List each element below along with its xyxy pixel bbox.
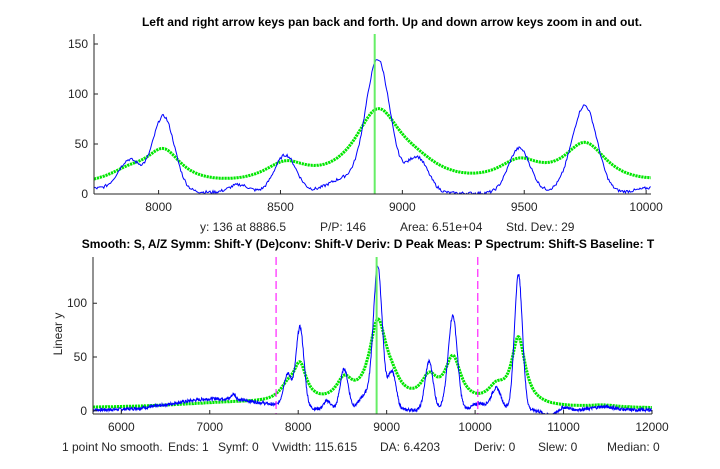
top-title: Left and right arrow keys pan back and f… bbox=[142, 15, 642, 29]
smoothed-series-line bbox=[94, 107, 651, 181]
status-da: DA: 6.4203 bbox=[380, 440, 440, 454]
x-tick-label: 6000 bbox=[108, 420, 135, 434]
readout-y: y: 136 at 8886.5 bbox=[200, 220, 286, 234]
x-tick-label: 10000 bbox=[458, 420, 492, 434]
y-tick-label: 50 bbox=[74, 350, 88, 364]
x-tick-label: 8500 bbox=[267, 200, 294, 214]
keyboard-help: Smooth: S, A/Z Symm: Shift-Y (De)conv: S… bbox=[82, 237, 655, 251]
x-tick-label: 9000 bbox=[373, 420, 400, 434]
y-tick-label: 0 bbox=[80, 404, 87, 418]
x-tick-label: 10000 bbox=[629, 200, 663, 214]
readout-area: Area: 6.51e+04 bbox=[400, 220, 483, 234]
y-tick-label: 0 bbox=[81, 187, 88, 201]
status-smooth: 1 point No smooth. bbox=[62, 440, 163, 454]
top-axes[interactable]: Left and right arrow keys pan back and f… bbox=[68, 15, 663, 234]
y-tick-label: 150 bbox=[68, 37, 88, 51]
smoothed-series-line bbox=[93, 317, 652, 409]
x-tick-label: 8000 bbox=[285, 420, 312, 434]
x-tick-label: 11000 bbox=[547, 420, 580, 434]
signal-series-line bbox=[93, 265, 652, 414]
y-tick-label: 100 bbox=[67, 296, 87, 310]
status-ends: Ends: 1 bbox=[168, 440, 209, 454]
x-tick-label: 9500 bbox=[511, 200, 538, 214]
status-deriv: Deriv: 0 bbox=[474, 440, 516, 454]
status-median: Median: 0 bbox=[607, 440, 660, 454]
bottom-axes[interactable]: 6000 7000 8000 9000 10000 11000 12000 0 50 100 Li… bbox=[51, 257, 669, 454]
x-tick-label: 9000 bbox=[389, 200, 416, 214]
status-vwidth: Vwidth: 115.615 bbox=[272, 440, 357, 454]
x-tick-label: 8000 bbox=[145, 200, 172, 214]
readout-stddev: Std. Dev.: 29 bbox=[506, 220, 575, 234]
readout-pp: P/P: 146 bbox=[320, 220, 366, 234]
y-axis-label: Linear y bbox=[51, 313, 65, 356]
status-slew: Slew: 0 bbox=[538, 440, 578, 454]
y-tick-label: 100 bbox=[68, 87, 88, 101]
signal-series-line bbox=[94, 59, 651, 194]
status-symf: Symf: 0 bbox=[218, 440, 259, 454]
x-tick-label: 12000 bbox=[635, 420, 669, 434]
x-tick-label: 7000 bbox=[196, 420, 223, 434]
y-tick-label: 50 bbox=[75, 137, 89, 151]
